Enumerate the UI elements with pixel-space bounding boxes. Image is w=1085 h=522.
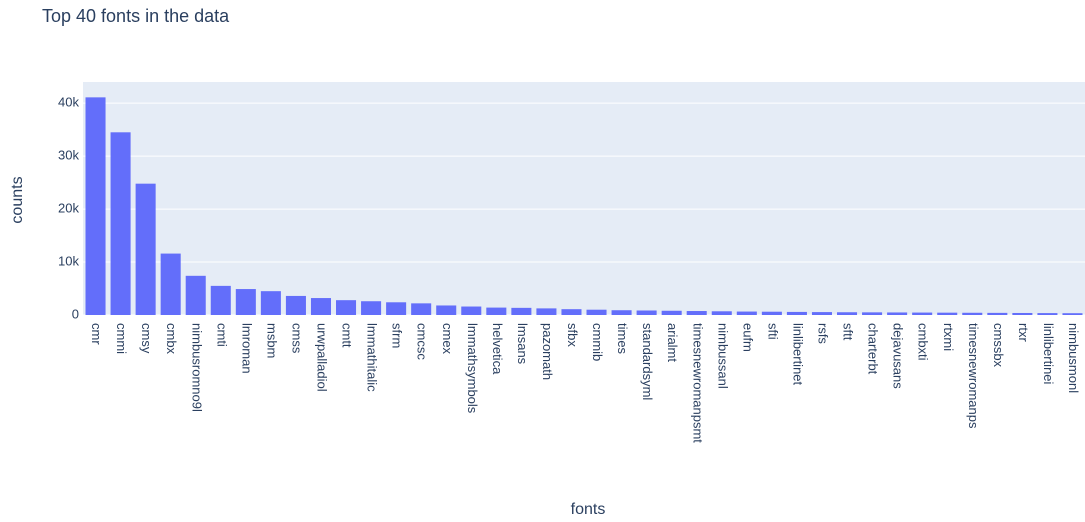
x-axis-label: fonts bbox=[571, 501, 606, 518]
x-tick-label: dejavusans bbox=[891, 323, 906, 389]
bar bbox=[586, 309, 607, 315]
x-tick-label: arialmt bbox=[665, 323, 680, 362]
bar bbox=[1062, 313, 1083, 315]
bar bbox=[135, 183, 156, 315]
bar bbox=[711, 311, 732, 315]
bar bbox=[686, 311, 707, 315]
x-tick-label: cmsy bbox=[139, 323, 154, 354]
x-tick-label: timesnewromanps bbox=[966, 323, 981, 429]
x-tick-label: lmmathitalic bbox=[365, 323, 380, 392]
bar bbox=[811, 312, 832, 315]
bar bbox=[361, 301, 382, 315]
x-tick-label: cmmi bbox=[114, 323, 129, 354]
bar bbox=[786, 311, 807, 315]
bar bbox=[661, 310, 682, 315]
x-tick-label: cmssbx bbox=[991, 323, 1006, 368]
x-tick-label: sfrm bbox=[390, 323, 405, 348]
x-tick-label: cmmib bbox=[590, 323, 605, 361]
bar bbox=[1037, 313, 1058, 315]
y-tick-label: 10k bbox=[58, 253, 79, 268]
bar bbox=[285, 295, 306, 315]
bar bbox=[110, 132, 131, 315]
bar bbox=[736, 311, 757, 315]
x-tick-label: timesnewromanpsmt bbox=[690, 323, 705, 443]
x-tick-label: helvetica bbox=[490, 323, 505, 375]
x-tick-label: cmti bbox=[214, 323, 229, 347]
x-tick-label: nimbussanl bbox=[715, 323, 730, 389]
x-tick-label: nimbusmonl bbox=[1066, 323, 1081, 393]
bar bbox=[887, 312, 908, 315]
bar bbox=[912, 312, 933, 315]
bar bbox=[310, 298, 331, 315]
y-tick-label: 0 bbox=[72, 306, 79, 321]
x-tick-label: linlibertinei bbox=[1041, 323, 1056, 385]
x-tick-label: cmbx bbox=[164, 323, 179, 355]
x-tick-label: rsfs bbox=[816, 323, 831, 344]
x-tick-label: cmss bbox=[289, 323, 304, 354]
x-tick-label: cmcsc bbox=[415, 323, 430, 360]
x-tick-label: lmmathsymbols bbox=[465, 323, 480, 414]
x-tick-label: sftt bbox=[841, 323, 856, 341]
x-tick-label: sfbx bbox=[565, 323, 580, 347]
x-tick-label: cmex bbox=[440, 323, 455, 355]
bar bbox=[85, 97, 106, 316]
bar bbox=[436, 305, 457, 315]
x-tick-label: urwpalladiol bbox=[315, 323, 330, 392]
bar bbox=[636, 310, 657, 315]
bar bbox=[461, 306, 482, 315]
x-tick-label: rtxmi bbox=[941, 323, 956, 351]
x-tick-label: linlibertinet bbox=[790, 323, 805, 386]
bar bbox=[235, 289, 256, 315]
bar bbox=[386, 302, 407, 315]
x-tick-label: standardsyml bbox=[640, 323, 655, 400]
bar bbox=[1012, 312, 1033, 315]
bar bbox=[411, 303, 432, 315]
bar bbox=[611, 310, 632, 315]
bar bbox=[160, 253, 181, 315]
x-tick-label: cmtt bbox=[340, 323, 355, 348]
bar bbox=[962, 312, 983, 315]
bar bbox=[185, 275, 206, 315]
bar bbox=[862, 312, 883, 315]
x-tick-label: pazomath bbox=[540, 323, 555, 380]
bar bbox=[336, 300, 357, 315]
x-tick-label: times bbox=[615, 323, 630, 355]
x-tick-label: eufm bbox=[740, 323, 755, 352]
plot-background bbox=[83, 82, 1085, 315]
x-tick-label: rtxr bbox=[1016, 323, 1031, 342]
bar bbox=[486, 307, 507, 315]
bar bbox=[210, 285, 231, 315]
x-tick-label: lmsans bbox=[515, 323, 530, 365]
x-tick-label: nimbusromno9l bbox=[189, 323, 204, 412]
x-tick-label: cmr bbox=[89, 323, 104, 345]
bar bbox=[761, 311, 782, 315]
bar bbox=[511, 307, 532, 315]
bar bbox=[561, 309, 582, 315]
y-axis-label: counts bbox=[9, 176, 26, 223]
y-tick-label: 30k bbox=[58, 148, 79, 163]
x-tick-label: cmbxti bbox=[916, 323, 931, 361]
y-tick-label: 20k bbox=[58, 201, 79, 216]
bar bbox=[536, 308, 557, 315]
bar bbox=[937, 312, 958, 315]
y-tick-label: 40k bbox=[58, 95, 79, 110]
bar bbox=[260, 291, 281, 315]
bar bbox=[837, 312, 858, 315]
x-tick-label: lmroman bbox=[239, 323, 254, 374]
x-tick-label: charterbt bbox=[866, 323, 881, 375]
bar bbox=[987, 312, 1008, 315]
x-tick-label: sfti bbox=[765, 323, 780, 340]
chart-title: Top 40 fonts in the data bbox=[42, 6, 230, 26]
x-tick-label: msbm bbox=[264, 323, 279, 358]
